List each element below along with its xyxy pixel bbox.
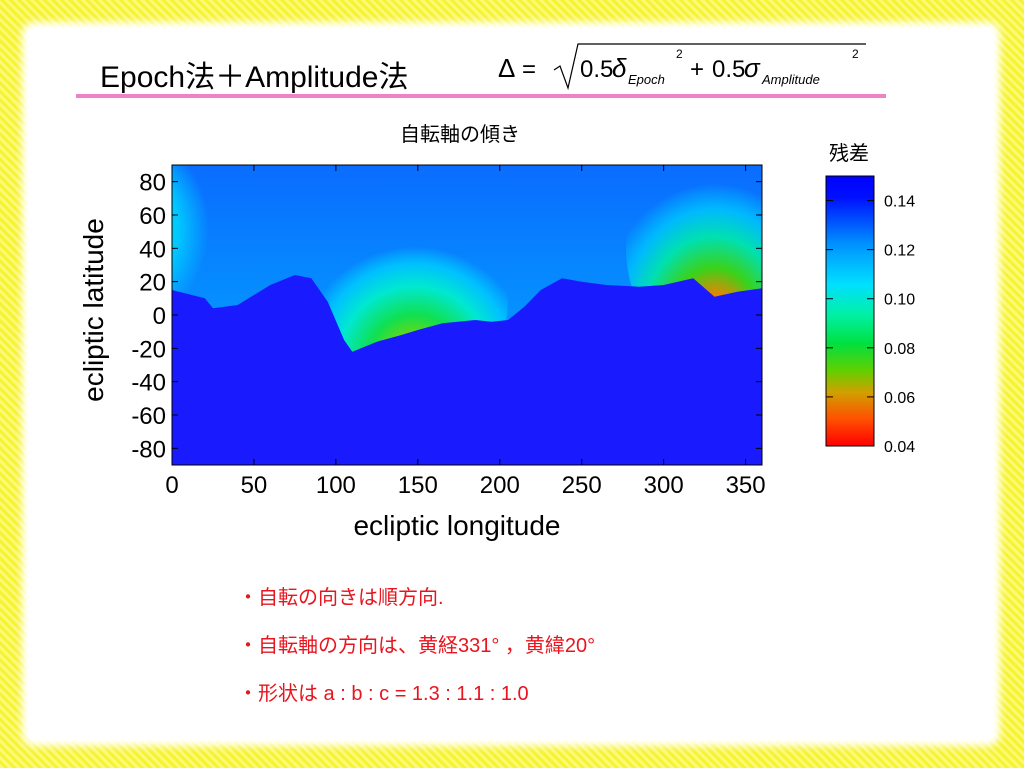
formula-delta: Δ — [498, 53, 515, 83]
formula-coef-2: 0.5 — [712, 56, 745, 83]
y-tick-label: -40 — [131, 370, 166, 397]
x-tick-label: 50 — [241, 472, 268, 499]
colorbar: 0.14 0.12 0.10 0.08 0.06 0.04 — [825, 175, 915, 456]
x-axis-label: ecliptic longitude — [353, 510, 560, 541]
y-tick-label: 20 — [139, 270, 166, 297]
conclusion-list: ・自転の向きは順方向. ・自転軸の方向は、黄経331° ，黄緯20° ・形状は … — [238, 580, 595, 724]
y-tick-label: 80 — [139, 170, 166, 197]
y-tick-label: -60 — [131, 403, 166, 430]
colorbar-scale — [825, 175, 875, 447]
formula-delta-symbol: δ — [612, 53, 627, 83]
title-underline — [76, 94, 886, 98]
axes: 0 50 100 150 200 250 300 350806040200-20-40-60-… — [78, 164, 766, 541]
colorbar-tick-label: 0.08 — [884, 341, 915, 358]
formula-sqrt-sign — [553, 43, 866, 91]
colorbar-tick-label: 0.04 — [884, 439, 915, 456]
x-tick-label: 100 — [316, 472, 356, 499]
colorbar-tick-label: 0.06 — [884, 390, 915, 407]
bullet-rotation-direction: ・自転の向きは順方向. — [238, 587, 444, 609]
heatmap-lower-plateau — [172, 275, 762, 465]
x-tick-label: 150 — [398, 472, 438, 499]
y-tick-label: -20 — [131, 336, 166, 363]
formula-sup-2: 2 — [852, 47, 859, 61]
y-tick-label: 40 — [139, 236, 166, 263]
bullet-spin-axis: ・自転軸の方向は、黄経331° ，黄緯20° — [238, 635, 596, 657]
formula-plus: + — [690, 56, 704, 83]
bullet-shape: ・形状は a : b : c = 1.3 : 1.1 : 1.0 — [238, 683, 529, 705]
formula-equals: = — [522, 56, 536, 83]
residual-formula: Δ = 0.5 δ Epoch 2 + 0.5 σ Amplitude 2 — [498, 43, 866, 91]
slide-title: Epoch法＋Amplitude法 — [100, 61, 409, 94]
x-tick-label: 300 — [644, 472, 684, 499]
x-tick-label: 0 — [165, 472, 178, 499]
formula-coef-1: 0.5 — [580, 56, 613, 83]
x-tick-label: 250 — [562, 472, 602, 499]
colorbar-title: 残差 — [829, 143, 869, 165]
x-tick-label: 350 — [726, 472, 766, 499]
heatmap-area — [172, 165, 762, 465]
colorbar-tick-label: 0.12 — [884, 243, 915, 260]
colorbar-tick-label: 0.14 — [884, 194, 915, 211]
minimum-region-left — [172, 165, 246, 312]
y-tick-label: 60 — [139, 203, 166, 230]
x-tick-label: 200 — [480, 472, 520, 499]
plot-title: 自転軸の傾き — [400, 124, 520, 146]
colorbar-tick-label: 0.10 — [884, 292, 915, 309]
formula-sub-amplitude: Amplitude — [761, 72, 820, 87]
residual-map-chart: 0 50 100 150 200 250 300 350806040200-20-40-60-… — [78, 164, 915, 541]
formula-sub-epoch: Epoch — [628, 72, 665, 87]
formula-sigma-symbol: σ — [744, 53, 761, 83]
y-tick-label: 0 — [153, 303, 166, 330]
formula-sup-1: 2 — [676, 47, 683, 61]
y-tick-label: -80 — [131, 436, 166, 463]
y-axis-label: ecliptic latitude — [78, 218, 109, 402]
